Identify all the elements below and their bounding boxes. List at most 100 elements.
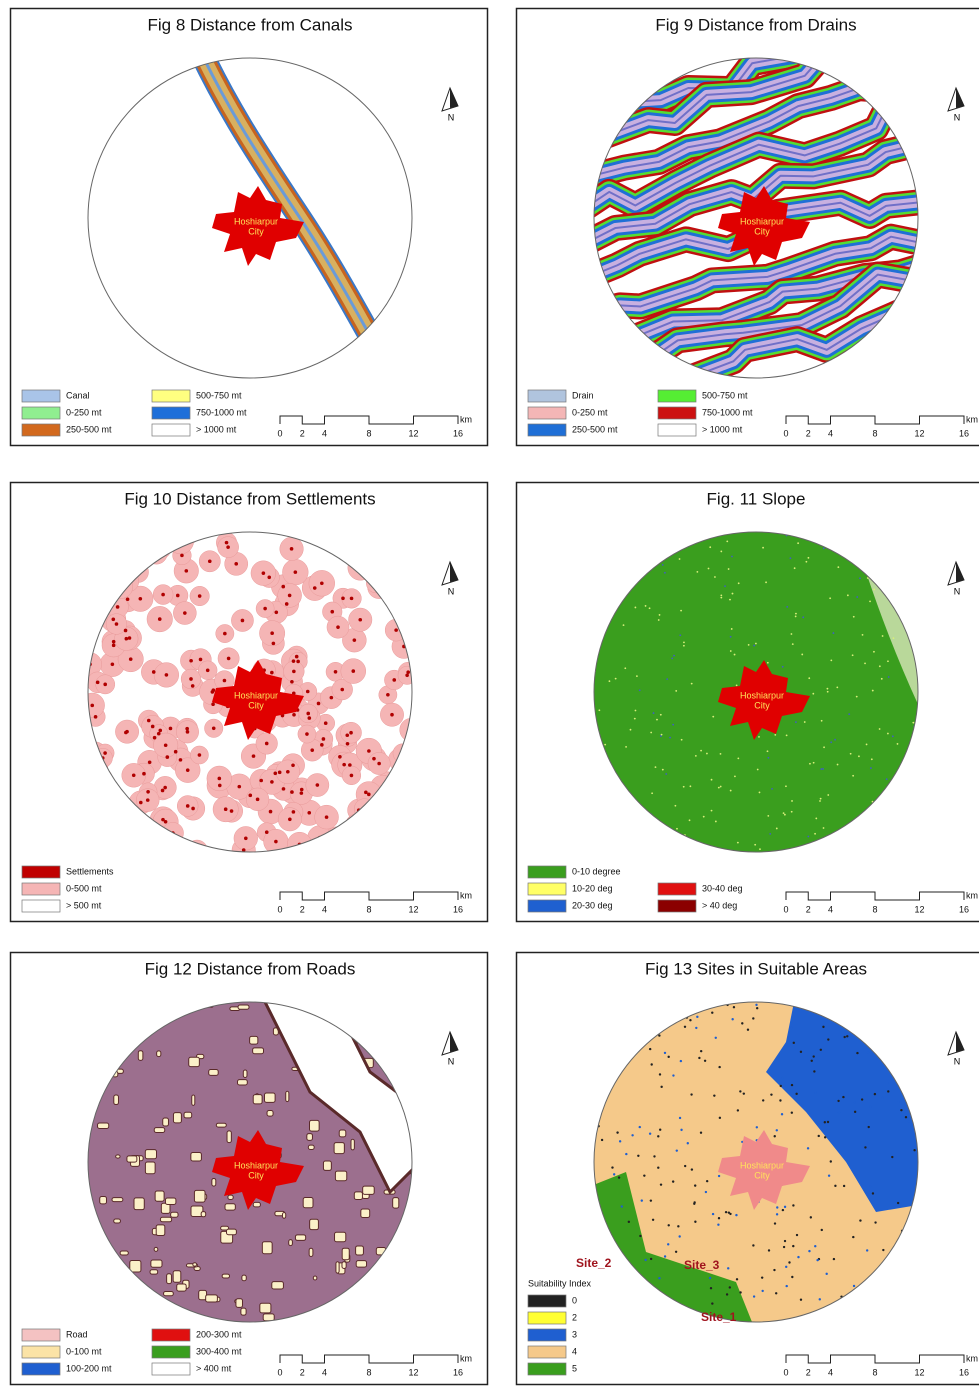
road-gap (307, 1134, 313, 1141)
panel: Fig 9 Distance from DrainsHoshiarpurCity… (516, 0, 979, 445)
suitability-speck (684, 1026, 686, 1028)
settlement (241, 619, 245, 623)
road-gap (171, 1212, 178, 1217)
slope-speck (630, 729, 632, 731)
slope-speck (689, 819, 691, 821)
road-gap (112, 1198, 123, 1202)
suitability-speck (729, 1286, 731, 1288)
slope-speck (879, 728, 881, 730)
settlement (330, 610, 334, 614)
suitability-speck (867, 1051, 869, 1053)
slope-speck (674, 805, 676, 807)
legend-label: 30-40 deg (702, 883, 743, 893)
suitability-speck (869, 1185, 871, 1187)
slope-speck (797, 542, 799, 544)
slope-speck (887, 660, 889, 662)
settlement (161, 593, 165, 597)
suitability-speck (737, 1109, 739, 1111)
slope-speck (711, 810, 713, 812)
settlement (94, 715, 98, 719)
slope-speck (827, 691, 829, 693)
scale-label: 4 (828, 428, 833, 438)
settlement (263, 607, 267, 611)
road-gap (238, 1005, 249, 1009)
road-gap (393, 1198, 399, 1209)
slope-speck (791, 811, 793, 813)
slope-speck (700, 750, 702, 752)
settlement (330, 696, 334, 700)
suitability-speck (616, 1131, 618, 1133)
panel-title: Fig 10 Distance from Settlements (124, 489, 375, 508)
suitability-speck (792, 1204, 794, 1206)
scale-label: 8 (872, 428, 877, 438)
settlement (199, 658, 203, 662)
slope-speck (669, 737, 671, 739)
suitability-speck (783, 1246, 785, 1248)
settlement (265, 830, 269, 834)
suitability-speck (797, 1256, 799, 1258)
legend-swatch (658, 900, 696, 912)
suitability-speck (837, 1100, 839, 1102)
suitability-speck (621, 1205, 623, 1207)
road-gap (134, 1198, 144, 1210)
suitability-speck (761, 1290, 763, 1292)
suitability-speck (827, 1121, 829, 1123)
scale-label: 2 (300, 904, 305, 914)
slope-speck (734, 775, 736, 777)
settlement (152, 670, 156, 674)
road-gap (272, 1282, 284, 1289)
suitability-speck (637, 1155, 639, 1157)
settlement (290, 547, 294, 551)
legend-label: 250-500 mt (66, 424, 112, 434)
slope-speck (791, 800, 793, 802)
suitability-speck (618, 1176, 620, 1178)
road-gap (286, 1091, 289, 1101)
suitability-speck (807, 1147, 809, 1149)
suitability-speck (843, 1185, 845, 1187)
settlement (300, 788, 304, 792)
road-gap (323, 1161, 331, 1170)
slope-speck (661, 734, 663, 736)
slope-speck (864, 662, 866, 664)
slope-speck (762, 547, 764, 549)
slope-speck (829, 597, 831, 599)
suitability-speck (856, 1052, 858, 1054)
suitability-speck (639, 1235, 641, 1237)
road-gap (98, 1123, 109, 1128)
suitability-speck (908, 1120, 910, 1122)
settlement (353, 638, 357, 642)
settlement (405, 674, 409, 678)
slope-speck (814, 833, 816, 835)
legend-label: 0-500 mt (66, 883, 102, 893)
slope-speck (703, 816, 705, 818)
slope-speck (714, 576, 716, 578)
settlement (300, 791, 304, 795)
settlement (157, 732, 161, 736)
slope-speck (662, 564, 664, 566)
road-gap (154, 1247, 158, 1251)
scale-label: 4 (828, 1367, 833, 1377)
legend-swatch (658, 883, 696, 895)
slope-speck (808, 677, 810, 679)
road-gap (177, 1284, 186, 1291)
suitability-speck (700, 1050, 702, 1052)
slope-speck (755, 643, 757, 645)
city-label: City (754, 1170, 770, 1180)
road-gap (243, 1070, 247, 1077)
legend-swatch (22, 1329, 60, 1341)
road-gap (310, 1219, 319, 1229)
suitability-speck (613, 1173, 615, 1175)
legend-swatch (22, 407, 60, 419)
legend-swatch (152, 424, 190, 436)
road-gap (363, 1186, 375, 1194)
north-label: N (448, 586, 455, 596)
slope-speck (728, 568, 730, 570)
legend-label: 250-500 mt (572, 424, 618, 434)
road-gap (253, 1048, 264, 1054)
settlement (226, 545, 230, 549)
slope-speck (808, 557, 810, 559)
settlement (256, 798, 260, 802)
road-gap (189, 1057, 200, 1066)
suitability-speck (705, 1191, 707, 1193)
suitability-speck (639, 1126, 641, 1128)
